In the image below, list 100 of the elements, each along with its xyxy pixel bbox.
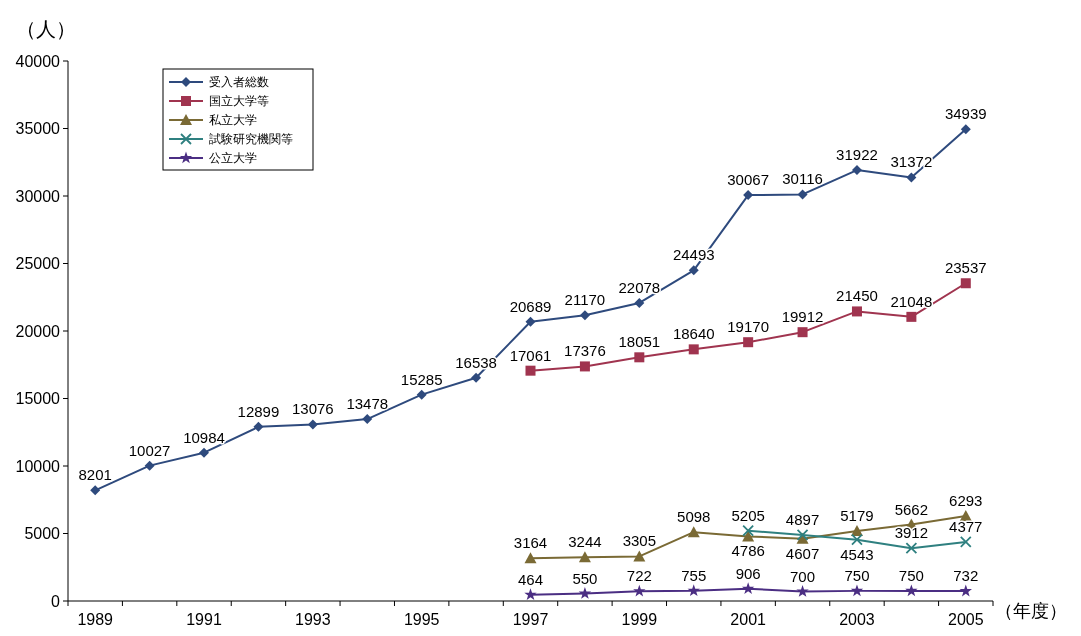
point	[960, 124, 971, 135]
x-tick-label: 1995	[403, 611, 440, 628]
x-tick-label: 2001	[730, 611, 767, 628]
data-label: 4377	[949, 517, 983, 535]
point	[416, 389, 427, 400]
data-label: 30116	[782, 170, 823, 188]
point	[743, 337, 754, 348]
data-label: 3305	[622, 532, 657, 550]
data-label: 732	[953, 567, 979, 585]
data-label: 5098	[677, 508, 711, 526]
x-tick-label: 1999	[621, 611, 658, 628]
x-axis-title: （年度）	[995, 601, 1067, 621]
legend-label: 国立大学等	[209, 94, 269, 109]
x-tick-label: 1991	[186, 611, 222, 628]
point	[579, 310, 590, 321]
point	[633, 584, 646, 597]
point	[688, 265, 699, 276]
y-tick-label: 25000	[15, 255, 61, 273]
point	[362, 414, 373, 425]
x-tick-label: 1997	[512, 611, 549, 628]
point	[688, 344, 699, 355]
y-tick-label: 20000	[15, 322, 61, 340]
point	[851, 165, 862, 176]
point	[906, 311, 917, 322]
data-label: 23537	[944, 259, 987, 277]
data-label: 17061	[509, 346, 552, 364]
data-label: 19170	[727, 318, 770, 336]
point	[578, 587, 592, 599]
data-label: 5205	[731, 506, 765, 524]
point	[579, 361, 590, 372]
data-label: 10027	[128, 441, 171, 459]
data-label: 13076	[291, 400, 334, 418]
y-tick-label: 5000	[24, 525, 61, 543]
data-label: 4543	[840, 545, 874, 563]
data-label: 4786	[731, 542, 765, 560]
data-label: 21450	[836, 287, 878, 305]
data-label: 18051	[618, 333, 661, 351]
data-label: 5179	[840, 507, 874, 525]
data-label: 17376	[564, 342, 606, 360]
point	[634, 297, 645, 308]
data-label: 15285	[400, 370, 443, 388]
point	[524, 588, 537, 600]
point	[144, 460, 155, 471]
y-tick-label: 0	[51, 592, 61, 610]
data-label: 21048	[890, 292, 933, 310]
point	[959, 536, 972, 548]
data-label: 755	[681, 566, 707, 584]
point	[851, 533, 863, 546]
point	[850, 584, 864, 597]
legend-label: 受入者総数	[209, 75, 269, 90]
data-label: 3244	[568, 533, 602, 551]
data-label: 722	[626, 567, 652, 585]
point	[742, 524, 755, 537]
data-label: 19912	[781, 308, 824, 326]
point	[525, 365, 536, 376]
point	[851, 306, 862, 317]
data-label: 750	[844, 566, 870, 584]
x-tick-label: 2005	[948, 611, 984, 628]
data-label: 6293	[949, 492, 983, 510]
data-label: 31922	[836, 146, 878, 164]
point	[633, 550, 646, 562]
point	[90, 485, 101, 496]
data-label: 34939	[944, 105, 987, 123]
point	[578, 551, 591, 563]
data-label: 10984	[183, 428, 225, 446]
data-label: 3912	[894, 524, 929, 542]
data-label: 750	[898, 566, 924, 584]
point	[797, 189, 808, 200]
legend-label: 公立大学	[209, 151, 257, 166]
point	[960, 278, 971, 289]
point	[525, 316, 536, 327]
y-tick-label: 10000	[15, 457, 61, 475]
point	[905, 584, 918, 597]
point	[634, 352, 645, 363]
legend-label: 私立大学	[209, 113, 257, 128]
legend-label: 試験研究機関等	[209, 132, 293, 147]
point	[471, 372, 482, 383]
point	[905, 542, 918, 555]
data-label: 22078	[618, 278, 661, 296]
data-label: 21170	[564, 291, 606, 309]
point	[959, 584, 972, 597]
y-axis-title: （人）	[16, 18, 76, 40]
x-tick-label: 2003	[839, 611, 875, 628]
point	[797, 327, 808, 338]
data-label: 18640	[672, 325, 715, 343]
data-label: 906	[735, 564, 761, 582]
data-label: 464	[517, 570, 544, 588]
point	[307, 419, 318, 430]
y-tick-label: 30000	[15, 187, 61, 205]
data-label: 13478	[346, 395, 389, 413]
point	[906, 172, 917, 183]
data-label: 5662	[894, 500, 929, 518]
data-label: 700	[790, 567, 816, 585]
y-tick-label: 40000	[15, 52, 61, 70]
x-tick-label: 1989	[77, 611, 114, 628]
data-label: 8201	[78, 466, 112, 484]
point	[253, 421, 264, 432]
data-label: 3164	[513, 534, 548, 552]
point	[687, 584, 700, 597]
point	[796, 585, 809, 597]
